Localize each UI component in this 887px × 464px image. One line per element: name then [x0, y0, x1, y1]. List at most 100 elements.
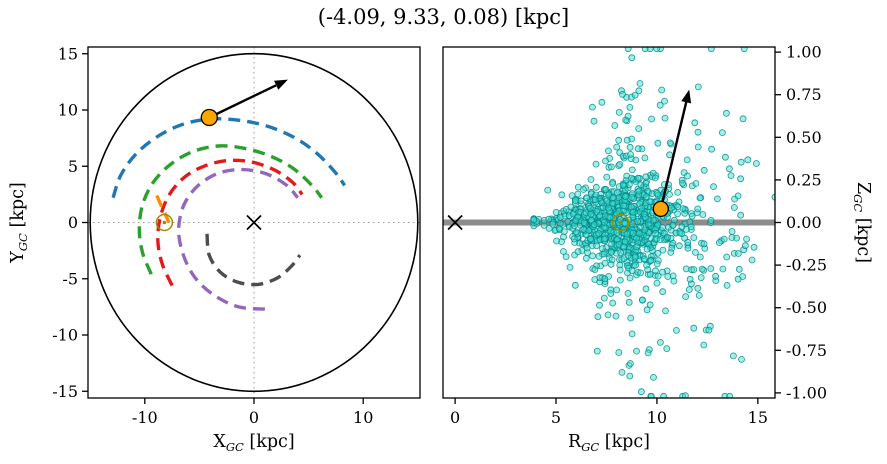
scatter-point	[726, 165, 733, 173]
scatter-point	[613, 143, 621, 151]
scatter-point	[647, 392, 655, 398]
scatter-point	[659, 268, 666, 276]
scatter-point	[608, 163, 615, 171]
scatter-point	[744, 156, 752, 164]
scatter-point	[589, 252, 596, 260]
scatter-point	[648, 115, 655, 123]
y-axis-label-right-panel: ZGC [kpc]	[851, 182, 873, 263]
scatter-point	[652, 267, 659, 275]
spiral-arm-scutum	[176, 167, 300, 311]
scatter-point	[598, 98, 606, 106]
target-star-marker	[652, 200, 669, 218]
scatter-point	[710, 183, 717, 191]
scatter-point	[719, 129, 726, 137]
sun-marker-dot	[162, 220, 167, 225]
scatter-point	[635, 187, 643, 195]
scatter-point	[587, 176, 595, 183]
scatter-point	[653, 47, 661, 53]
scatter-point	[676, 229, 684, 237]
scatter-point	[705, 326, 713, 334]
scatter-point	[676, 242, 683, 250]
scatter-point	[625, 298, 633, 306]
scatter-point	[707, 216, 715, 224]
scatter-point	[737, 158, 745, 166]
scatter-point	[598, 199, 606, 207]
scatter-point	[626, 104, 634, 111]
scatter-point	[570, 235, 578, 243]
scatter-point	[644, 266, 652, 274]
scatter-point	[646, 301, 654, 309]
x-tick-label: 10	[353, 408, 373, 427]
scatter-point	[629, 229, 637, 237]
scatter-point	[722, 153, 729, 161]
scatter-point	[640, 210, 648, 218]
galactic-center-x-marker	[246, 214, 262, 231]
scatter-point	[730, 352, 737, 360]
spiral-arm-outer	[111, 117, 347, 199]
scatter-point	[625, 181, 633, 189]
x-axis-label-left-panel: XGC [kpc]	[213, 432, 294, 454]
velocity-arrow-head	[681, 89, 692, 104]
scatter-point	[601, 218, 608, 226]
scatter-point	[653, 260, 661, 268]
scatter-point	[545, 224, 553, 232]
scatter-point	[596, 212, 604, 220]
scatter-point	[593, 347, 601, 355]
scatter-point	[574, 183, 582, 191]
scatter-point	[700, 166, 708, 174]
y-tick-label: 15	[58, 44, 78, 63]
scatter-point	[619, 90, 626, 98]
scatter-point	[633, 234, 640, 242]
spiral-arm-sagittarius	[156, 158, 304, 287]
scatter-point	[669, 221, 677, 229]
x-tick-label: -10	[132, 408, 158, 427]
scatter-point	[544, 186, 552, 194]
y-tick-label: -0.50	[786, 298, 827, 317]
scatter-point	[700, 341, 708, 349]
scatter-point	[777, 243, 783, 249]
scatter-point	[619, 181, 627, 189]
velocity-arrow-line	[659, 101, 688, 210]
scatter-point	[628, 330, 636, 338]
scatter-point	[621, 238, 629, 246]
scatter-point	[644, 349, 652, 357]
scatter-point	[620, 255, 628, 263]
scatter-point	[694, 83, 702, 91]
scatter-point	[583, 194, 591, 202]
scatter-point	[615, 109, 623, 116]
y-axis-label-left-panel: YGC [kpc]	[8, 182, 30, 263]
scatter-point	[654, 272, 662, 280]
scatter-point	[640, 255, 648, 263]
scatter-point	[569, 210, 577, 218]
velocity-arrow-line	[208, 84, 277, 119]
scatter-point	[651, 174, 659, 182]
scatter-point	[620, 202, 627, 210]
scatter-point	[700, 240, 708, 248]
figure-title: (-4.09, 9.33, 0.08) [kpc]	[317, 5, 570, 29]
scatter-point	[731, 204, 738, 211]
scatter-point	[663, 345, 671, 353]
scatter-point	[580, 219, 588, 226]
y-tick-label: 0.25	[786, 170, 822, 189]
scatter-point	[530, 216, 538, 224]
scatter-point	[696, 253, 704, 261]
y-tick-label: -15	[52, 382, 78, 401]
scatter-point	[647, 257, 655, 265]
scatter-point	[624, 112, 632, 120]
scatter-point	[643, 245, 651, 253]
scatter-point	[643, 306, 651, 314]
scatter-point	[602, 185, 610, 193]
scatter-point	[694, 128, 702, 136]
spiral-arm-local	[155, 194, 171, 224]
scatter-point	[558, 191, 566, 199]
scatter-point	[591, 196, 599, 204]
scatter-point	[615, 240, 623, 248]
scatter-point	[632, 261, 639, 269]
scatter-point	[743, 235, 750, 243]
x-tick-label: 0	[450, 408, 460, 427]
xy-panel: -10 0 10 -15 -10 -5 0 5 10 15 XGC [kpc] YGC [kpc]	[8, 44, 421, 454]
scatter-point	[626, 274, 634, 282]
scatter-point	[637, 269, 644, 277]
